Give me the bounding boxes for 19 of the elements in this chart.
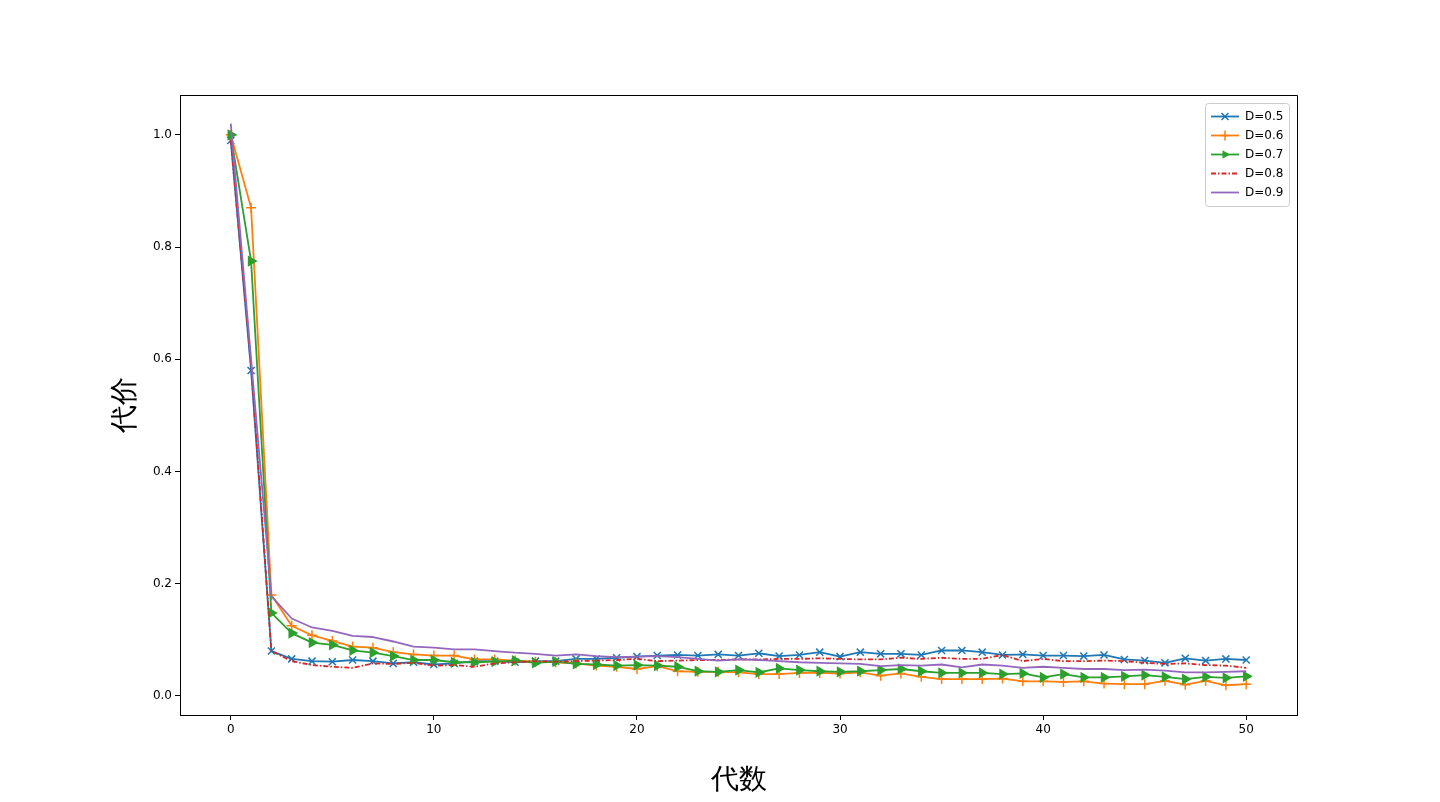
y-tick-label: 0.6 — [152, 351, 172, 366]
legend-label: D=0.8 — [1245, 165, 1284, 180]
y-tick-label: 1.0 — [152, 126, 172, 141]
y-tick-label: 0.0 — [152, 688, 172, 703]
legend-label: D=0.6 — [1245, 127, 1284, 142]
x-tick-label: 10 — [426, 722, 442, 737]
y-tick-label: 0.8 — [152, 239, 172, 254]
y-tick-label: 0.4 — [152, 463, 172, 478]
legend-label: D=0.7 — [1245, 146, 1284, 161]
legend-label: D=0.5 — [1245, 108, 1284, 123]
x-axis-title: 代数 — [709, 762, 767, 796]
y-axis-title: 代价 — [107, 377, 141, 434]
x-tick-label: 40 — [1035, 722, 1051, 737]
x-tick-label: 30 — [832, 722, 848, 737]
x-tick-label: 50 — [1238, 722, 1254, 737]
x-tick-label: 0 — [226, 722, 235, 737]
legend-label: D=0.9 — [1245, 184, 1284, 199]
x-tick-label: 20 — [629, 722, 645, 737]
y-tick-label: 0.2 — [152, 575, 172, 590]
